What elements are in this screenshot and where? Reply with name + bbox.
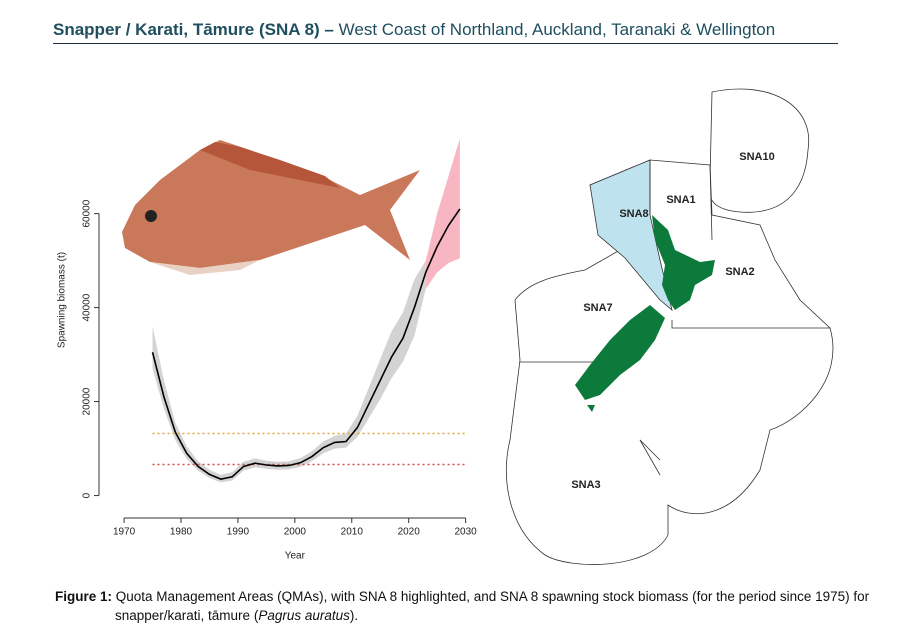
qma-label: SNA1 <box>666 194 695 206</box>
qma-label: SNA2 <box>725 266 754 278</box>
x-tick-label: 1980 <box>170 527 193 538</box>
caption-text: Quota Management Areas (QMAs), with SNA … <box>115 589 870 623</box>
qma-boundaries <box>520 160 830 476</box>
qma-label: SNA7 <box>583 302 612 314</box>
x-tick-label: 2000 <box>284 527 307 538</box>
fish-belly <box>150 260 260 275</box>
caption-species: Pagrus auratus <box>258 608 350 623</box>
y-tick-label: 0 <box>82 492 93 498</box>
qma-label: SNA10 <box>739 151 774 163</box>
x-axis-title: Year <box>285 551 306 562</box>
plot <box>151 138 466 483</box>
x-tick-label: 2010 <box>341 527 364 538</box>
x-tick-label: 2030 <box>454 527 477 538</box>
caption-end: ). <box>349 608 359 623</box>
title-bold: Snapper / Karati, Tāmure (SNA 8) – <box>53 20 334 39</box>
fish <box>122 140 420 275</box>
x-tick-label: 2020 <box>398 527 421 538</box>
north-island <box>652 215 715 310</box>
stewart-island <box>587 405 595 412</box>
uncertainty-band <box>425 138 460 289</box>
y-tick-label: 60000 <box>82 199 93 227</box>
qma-outline <box>505 159 834 565</box>
map <box>505 88 834 565</box>
qma-sna10 <box>708 88 810 213</box>
fish-eye <box>145 210 157 222</box>
figure: 1970 1980 1990 2000 2010 2020 2030 0 20000 40000 6… <box>57 88 834 565</box>
x-tick-label: 1970 <box>113 527 136 538</box>
fish-body <box>122 140 420 268</box>
caption: Figure 1: Quota Management Areas (QMAs),… <box>55 587 897 625</box>
y-tick-label: 40000 <box>82 293 93 321</box>
biomass-line <box>151 208 461 480</box>
y-tick-label: 20000 <box>82 387 93 415</box>
x-tick-label: 1990 <box>227 527 250 538</box>
south-island <box>575 305 665 400</box>
qma-label: SNA3 <box>571 479 600 491</box>
fish-fin <box>200 142 340 188</box>
y-axis-title: Spawning biomass (t) <box>57 252 68 348</box>
qma-label: SNA8 <box>619 208 648 220</box>
caption-label: Figure 1: <box>55 589 113 604</box>
header: Snapper / Karati, Tāmure (SNA 8) – West … <box>53 18 838 44</box>
title-rest: West Coast of Northland, Auckland, Taran… <box>338 20 776 39</box>
